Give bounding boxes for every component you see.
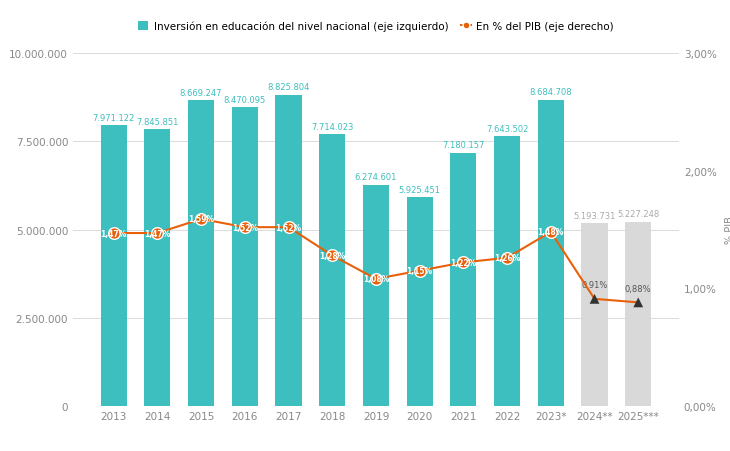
Point [502, 254, 513, 262]
Bar [450, 153, 477, 406]
Text: 7.714.023: 7.714.023 [311, 122, 353, 131]
Text: 1,47%: 1,47% [101, 229, 127, 238]
Text: 0,91%: 0,91% [581, 281, 607, 290]
Point [108, 230, 120, 237]
Text: 1,59%: 1,59% [188, 215, 214, 224]
Point [239, 224, 250, 231]
Point [283, 224, 294, 231]
Point [326, 252, 338, 259]
Point [458, 259, 469, 267]
Text: 1,47%: 1,47% [145, 229, 171, 238]
Bar [363, 185, 389, 406]
Legend: Inversión en educación del nivel nacional (eje izquierdo), En % del PIB (eje der: Inversión en educación del nivel naciona… [134, 17, 618, 36]
Text: 1,28%: 1,28% [319, 251, 345, 260]
Text: 1,15%: 1,15% [407, 267, 433, 276]
Text: 1,52%: 1,52% [275, 223, 301, 232]
Text: 8.684.708: 8.684.708 [529, 88, 572, 97]
Bar [188, 101, 214, 406]
Bar [275, 96, 301, 406]
Text: 5.925.451: 5.925.451 [399, 185, 441, 194]
Text: 6.274.601: 6.274.601 [355, 173, 397, 182]
Point [588, 295, 600, 303]
Bar [101, 125, 127, 406]
Bar [625, 222, 651, 406]
Point [152, 230, 164, 237]
Text: 1,48%: 1,48% [537, 228, 564, 237]
Point [414, 267, 426, 275]
Y-axis label: $ en millones de pesos de 2024: $ en millones de pesos de 2024 [0, 152, 1, 308]
Point [195, 216, 207, 223]
Point [370, 276, 382, 283]
Text: 5.193.731: 5.193.731 [573, 211, 615, 220]
Point [545, 229, 557, 236]
Bar [538, 101, 564, 406]
Text: 1,22%: 1,22% [450, 258, 477, 267]
Text: 1,26%: 1,26% [494, 253, 520, 262]
Text: 7.180.157: 7.180.157 [442, 141, 485, 150]
Bar [319, 134, 345, 406]
Bar [407, 198, 433, 406]
Bar [145, 130, 171, 406]
Bar [231, 108, 258, 406]
Text: 1,08%: 1,08% [363, 275, 389, 284]
Y-axis label: % PIB: % PIB [725, 216, 730, 244]
Text: 1,52%: 1,52% [231, 223, 258, 232]
Point [632, 299, 644, 306]
Bar [581, 223, 607, 406]
Bar [494, 137, 520, 406]
Text: 5.227.248: 5.227.248 [617, 210, 659, 219]
Text: 8.825.804: 8.825.804 [267, 83, 310, 92]
Text: 0,88%: 0,88% [625, 284, 652, 293]
Text: 7.643.502: 7.643.502 [486, 125, 529, 134]
Text: 8.470.095: 8.470.095 [223, 96, 266, 105]
Text: 7.971.122: 7.971.122 [93, 113, 135, 122]
Text: 8.669.247: 8.669.247 [180, 89, 223, 98]
Text: 7.845.851: 7.845.851 [137, 118, 179, 127]
